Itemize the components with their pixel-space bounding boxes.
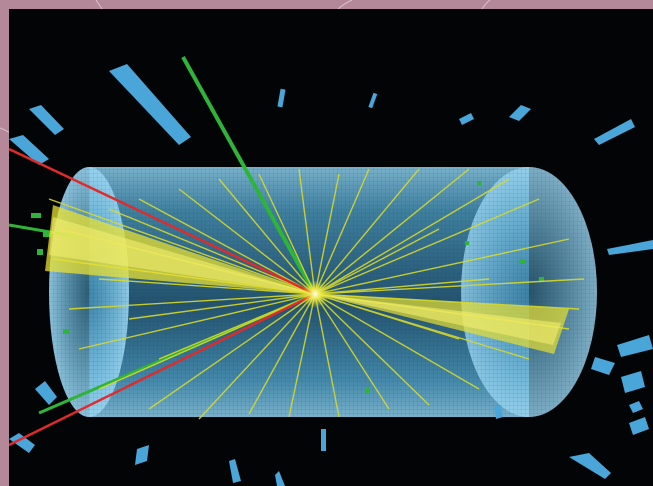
collision-event-photo bbox=[9, 9, 653, 486]
muon-tracks bbox=[9, 147, 316, 447]
jets bbox=[45, 205, 569, 354]
calorimeter-deposits bbox=[9, 64, 653, 486]
collision-vertex bbox=[301, 280, 329, 308]
event-display bbox=[9, 56, 653, 486]
